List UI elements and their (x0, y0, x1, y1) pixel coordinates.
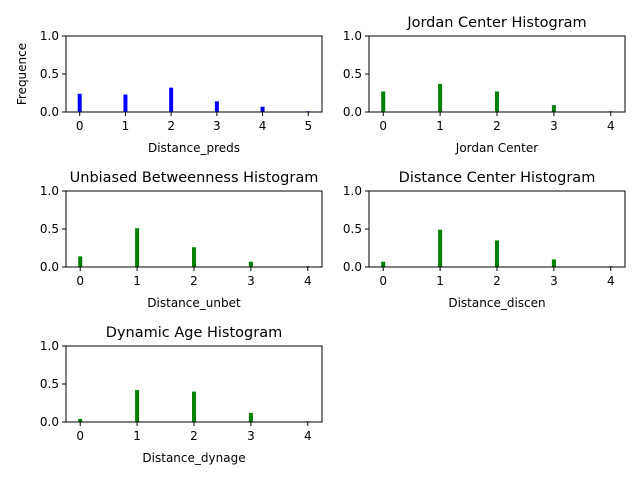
x-tick-label: 3 (213, 119, 221, 133)
bar-0 (78, 256, 83, 267)
x-tick-label: 0 (379, 119, 387, 133)
bar-0 (78, 418, 83, 422)
bar-1 (135, 390, 140, 422)
histogram-panel-4: 0 1 2 3 4 0.0 0.5 1.0 Distance_discen Distance Ce… (343, 170, 626, 310)
bar-3 (551, 259, 556, 267)
bar-3 (248, 261, 253, 267)
histogram-panel-5: 0 1 2 3 4 0.0 0.5 1.0 Distance_dynage Dynamic Age… (40, 325, 323, 465)
y-tick-label: 0.5 (40, 377, 59, 391)
y-tick-label: 0.5 (343, 222, 362, 236)
bar-2 (192, 391, 196, 422)
axes-frame (65, 35, 323, 113)
y-tick-label: 0.0 (343, 105, 362, 119)
x-tick-label: 3 (550, 119, 558, 133)
bar-1 (123, 94, 128, 112)
figure-ylabel: Frequence (15, 43, 29, 105)
x-tick-label: 0 (76, 274, 84, 288)
x-tick-label: 0 (76, 429, 84, 443)
x-tick-label: 1 (122, 119, 130, 133)
x-tick-label: 5 (304, 119, 312, 133)
bar-1 (135, 228, 140, 267)
y-tick-label: 1.0 (40, 339, 59, 353)
x-tick-label: 2 (167, 119, 175, 133)
bar-2 (495, 91, 499, 112)
bar-3 (248, 412, 253, 422)
x-tick-label: 1 (436, 119, 444, 133)
x-tick-label: 4 (259, 119, 267, 133)
y-tick-label: 0.0 (40, 415, 59, 429)
y-tick-label: 1.0 (40, 29, 59, 43)
x-tick-label: 4 (607, 274, 615, 288)
x-tick-label: 2 (190, 274, 198, 288)
histogram-panel-3: 0 1 2 3 4 0.0 0.5 1.0 Distance_unbet Unbiased Bet… (40, 170, 323, 310)
x-tick-label: 3 (247, 274, 255, 288)
chart-title: Unbiased Betweenness Histogram (70, 170, 319, 186)
y-tick-label: 0.0 (343, 260, 362, 274)
bar-3 (551, 105, 556, 112)
bar-1 (438, 83, 443, 112)
bar-0 (381, 91, 386, 112)
bar-0 (77, 93, 82, 112)
y-tick-label: 0.5 (40, 222, 59, 236)
histogram-panel-1: 0 1 2 3 4 5 0.0 0.5 1.0 Distance_preds (40, 29, 323, 155)
x-tick-label: 2 (493, 119, 501, 133)
x-axis-label: Distance_unbet (147, 296, 241, 310)
y-tick-label: 1.0 (40, 184, 59, 198)
x-tick-label: 0 (379, 274, 387, 288)
bar-0 (381, 261, 386, 267)
x-tick-label: 4 (304, 274, 312, 288)
x-axis-label: Distance_preds (148, 141, 240, 155)
chart-title: Jordan Center Histogram (406, 15, 586, 31)
bar-2 (169, 87, 174, 112)
x-axis-label: Distance_discen (448, 296, 545, 310)
panels-group: 0 1 2 3 4 5 0.0 0.5 1.0 Distance_preds 0 1 2 3 4 0.0 0.5… (40, 15, 626, 465)
bar-2 (495, 240, 499, 267)
histogram-panel-2: 0 1 2 3 4 0.0 0.5 1.0 Jordan Center Jordan Center… (343, 15, 626, 155)
y-tick-label: 0.0 (40, 105, 59, 119)
chart-title: Distance Center Histogram (399, 170, 596, 186)
bar-1 (438, 229, 443, 267)
bar-4 (260, 106, 265, 112)
x-axis-label: Jordan Center (455, 141, 538, 155)
x-tick-label: 2 (493, 274, 501, 288)
x-tick-label: 0 (76, 119, 84, 133)
x-tick-label: 4 (304, 429, 312, 443)
x-tick-label: 1 (133, 429, 141, 443)
y-tick-label: 1.0 (343, 29, 362, 43)
x-tick-label: 3 (550, 274, 558, 288)
x-axis-label: Distance_dynage (142, 451, 245, 465)
chart-title: Dynamic Age Histogram (106, 325, 282, 341)
x-tick-label: 2 (190, 429, 198, 443)
y-tick-label: 0.0 (40, 260, 59, 274)
bar-2 (192, 247, 196, 267)
y-tick-label: 0.5 (343, 67, 362, 81)
y-tick-label: 1.0 (343, 184, 362, 198)
x-tick-label: 1 (133, 274, 141, 288)
x-tick-label: 3 (247, 429, 255, 443)
x-tick-label: 4 (607, 119, 615, 133)
x-tick-label: 1 (436, 274, 444, 288)
bar-3 (214, 101, 219, 112)
y-tick-label: 0.5 (40, 67, 59, 81)
